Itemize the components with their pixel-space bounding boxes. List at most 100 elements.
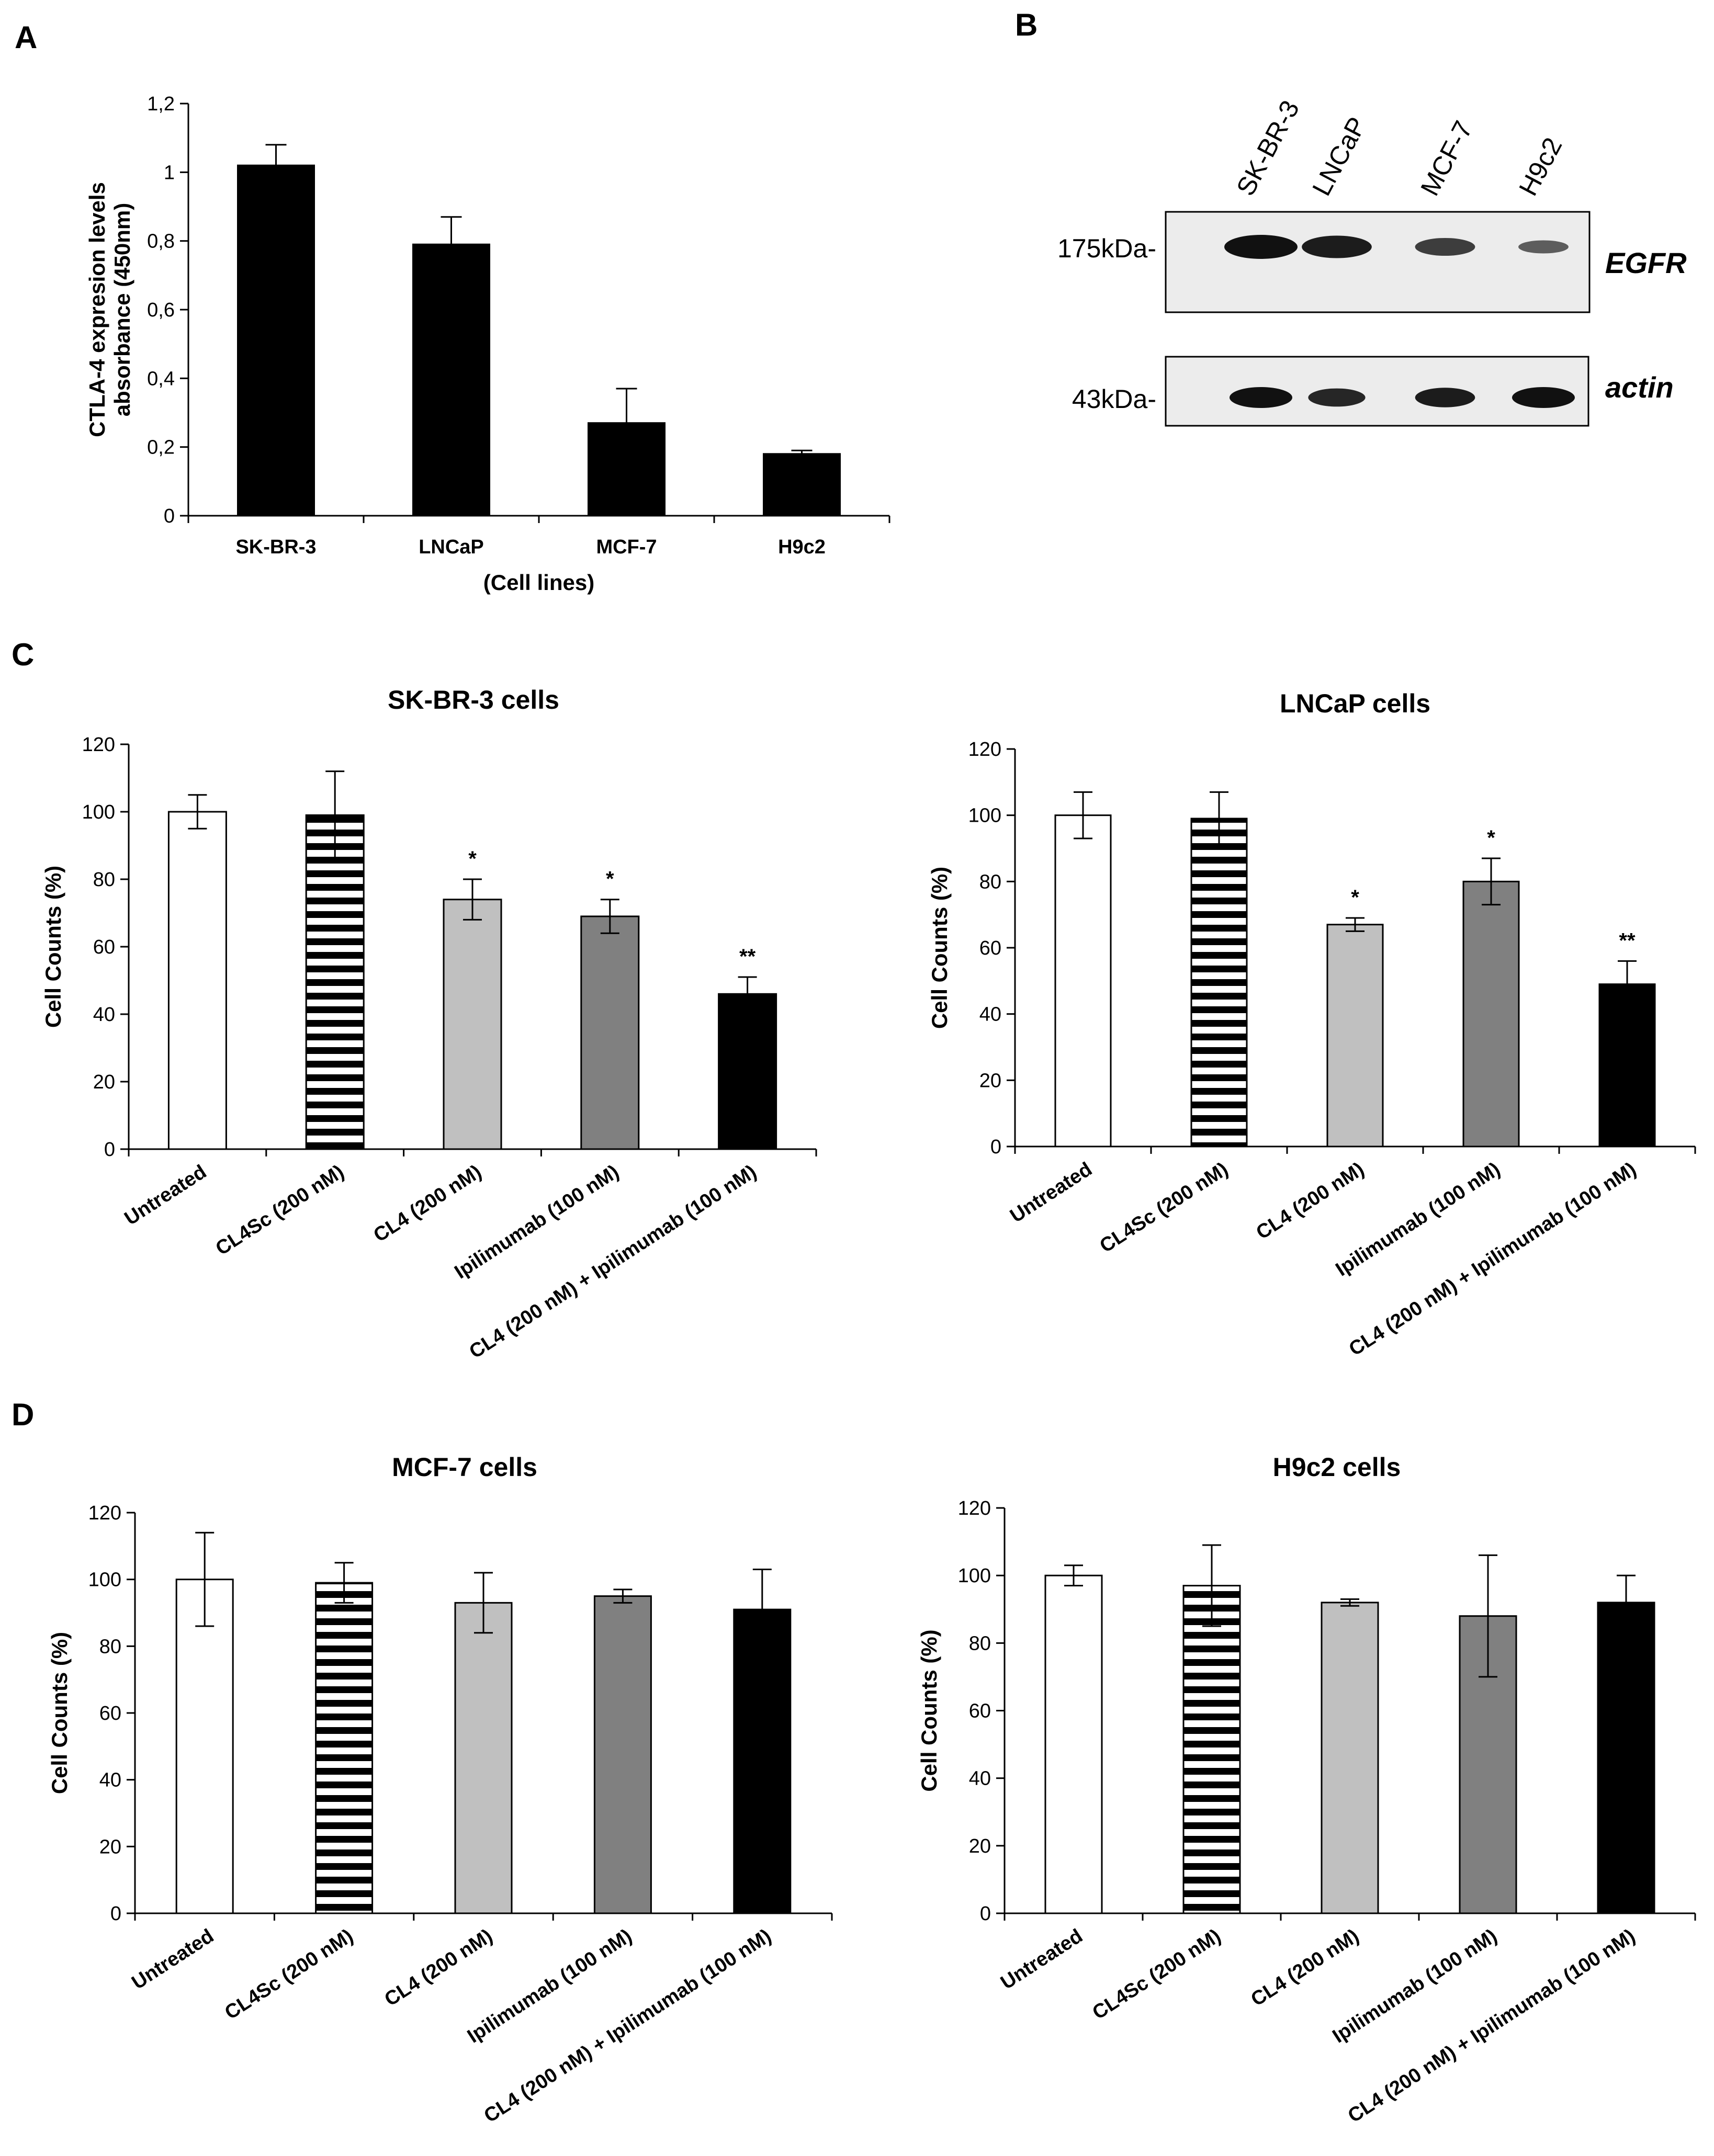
- blot-actin-bands: [1230, 387, 1575, 408]
- bar: [1597, 1602, 1655, 1914]
- y-tick-label: 80: [93, 869, 115, 891]
- bar: [1044, 1574, 1103, 1914]
- y-tick-label: 120: [88, 1502, 121, 1524]
- y-axis-title: Cell Counts (%): [917, 1629, 941, 1791]
- y-axis-title: Cell Counts (%): [47, 1632, 72, 1794]
- blot-actin-row: 43kDa- actin: [1072, 356, 1674, 427]
- significance-marker: **: [739, 945, 756, 968]
- bar: [718, 993, 777, 1150]
- y-tick-label: 80: [979, 871, 1001, 893]
- bar: [175, 1579, 234, 1914]
- x-axis-title: (Cell lines): [483, 570, 594, 595]
- bar: [315, 1582, 374, 1914]
- chart-title: LNCaP cells: [1280, 689, 1430, 718]
- y-tick-label: 40: [979, 1004, 1001, 1026]
- bar: [1182, 1585, 1241, 1914]
- category-label: LNCaP: [419, 536, 484, 558]
- blot-band: [1415, 388, 1475, 407]
- category-label: MCF-7: [596, 536, 657, 558]
- y-tick-label: 1,2: [147, 93, 175, 115]
- category-label: CL4 (200 nM): [370, 1161, 486, 1246]
- y-tick-label: 120: [958, 1497, 991, 1519]
- y-tick-label: 60: [969, 1700, 991, 1722]
- significance-marker: *: [1487, 826, 1495, 849]
- panel-label-d: D: [12, 1397, 34, 1432]
- panel-label-b: B: [1015, 7, 1038, 42]
- y-tick-label: 80: [99, 1636, 121, 1658]
- bar: [763, 453, 841, 517]
- western-blot: SK-BR-3 LNCaP MCF-7 H9c2 175kDa- EGFR 43kDa…: [1057, 96, 1687, 427]
- chart-a-cell-line-expression: 0 0,2 0,4 0,6 0,8 1 1,2 CTLA-4 expresion levels…: [85, 93, 890, 595]
- bar: [1326, 924, 1384, 1148]
- y-tick-label: 20: [979, 1070, 1001, 1092]
- category-label: CL4Sc (200 nM): [212, 1161, 348, 1259]
- bar: [1054, 814, 1112, 1148]
- blot-egfr-membrane: [1165, 211, 1591, 313]
- y-tick-label: 40: [99, 1769, 121, 1791]
- chart-title: SK-BR-3 cells: [388, 685, 559, 714]
- panel-label-a: A: [15, 20, 37, 55]
- category-label: SK-BR-3: [235, 536, 316, 558]
- y-tick-label: 40: [969, 1768, 991, 1790]
- category-label: CL4 (200 nM) + Ipilimumab (100 nM): [480, 1925, 775, 2127]
- chart-d-mcf7-cells: MCF-7 cells 0 20 40 60 80 100 120 Cell Counts (%…: [47, 1453, 833, 2127]
- chart-d-h9c2-cells: H9c2 cells 0 20 40 60 80 100 120 Cell Counts (%)…: [917, 1453, 1696, 2127]
- y-tick-label: 80: [969, 1632, 991, 1654]
- blot-band: [1224, 235, 1298, 259]
- y-tick-label: 100: [958, 1565, 991, 1587]
- chart-title: H9c2 cells: [1273, 1453, 1401, 1482]
- bar: [167, 811, 227, 1150]
- blot-band: [1518, 240, 1569, 254]
- y-tick-label: 20: [93, 1071, 115, 1093]
- blot-protein-actin: actin: [1605, 371, 1674, 404]
- y-tick-label: 120: [82, 734, 115, 756]
- category-label: Untreated: [997, 1925, 1087, 1994]
- y-axis-title-line-1: CTLA-4 expresion levels: [85, 182, 109, 437]
- blot-lane-labels: SK-BR-3 LNCaP MCF-7 H9c2: [1231, 96, 1568, 200]
- blot-lane-label: MCF-7: [1415, 116, 1478, 200]
- bar: [733, 1608, 792, 1914]
- bar: [237, 164, 315, 517]
- bar: [588, 422, 666, 517]
- y-tick-label: 0,2: [147, 437, 175, 459]
- category-label: CL4Sc (200 nM): [1096, 1158, 1232, 1257]
- y-axis-title: Cell Counts (%): [927, 867, 952, 1029]
- bar: [412, 243, 490, 517]
- category-label: CL4 (200 nM) + Ipilimumab (100 nM): [1345, 1158, 1640, 1360]
- y-tick-label: 100: [968, 805, 1001, 827]
- category-label: CL4Sc (200 nM): [1089, 1925, 1225, 2024]
- y-tick-label: 40: [93, 1004, 115, 1026]
- y-tick-label: 60: [93, 936, 115, 958]
- panel-label-c: C: [12, 637, 34, 672]
- category-label: CL4Sc (200 nM): [221, 1925, 357, 2024]
- blot-protein-egfr: EGFR: [1605, 246, 1687, 279]
- significance-marker: *: [468, 847, 477, 870]
- category-label: Untreated: [121, 1161, 211, 1230]
- significance-marker: *: [1351, 886, 1359, 909]
- bar: [1190, 818, 1248, 1148]
- chart-c-skbr3-cells: SK-BR-3 cells 0 20 40 60 80 100 120 Cell Counts …: [41, 685, 817, 1363]
- chart-c-lncap-cells: LNCaP cells 0 20 40 60 80 100 120 Cell Counts (%…: [927, 689, 1696, 1360]
- category-label: CL4 (200 nM): [381, 1925, 497, 2011]
- category-label: Untreated: [128, 1925, 218, 1994]
- bar: [305, 814, 365, 1150]
- bar: [443, 899, 502, 1150]
- blot-band: [1308, 388, 1366, 407]
- blot-marker-175kda: 175kDa-: [1057, 234, 1156, 263]
- y-tick-label: 100: [88, 1569, 121, 1591]
- blot-band: [1512, 387, 1575, 408]
- category-label: CL4 (200 nM): [1253, 1158, 1368, 1244]
- y-tick-label: 0: [164, 505, 175, 527]
- y-tick-label: 120: [968, 739, 1001, 761]
- y-tick-label: 20: [99, 1836, 121, 1858]
- category-label: Untreated: [1006, 1158, 1096, 1227]
- y-tick-label: 100: [82, 801, 115, 823]
- y-tick-label: 0,4: [147, 368, 175, 390]
- blot-egfr-bands: [1224, 235, 1569, 259]
- bar: [1598, 983, 1656, 1148]
- significance-marker: *: [606, 868, 614, 891]
- y-tick-label: 0: [990, 1136, 1001, 1158]
- y-tick-label: 0,6: [147, 299, 175, 321]
- blot-lane-label: LNCaP: [1306, 112, 1372, 201]
